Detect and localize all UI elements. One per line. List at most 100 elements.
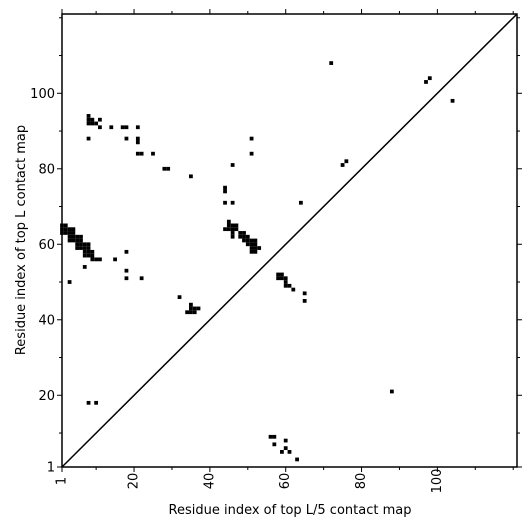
diagonal-line — [61, 13, 518, 468]
contact-point — [90, 257, 95, 262]
contact-point — [63, 231, 68, 235]
x-tick-label: 20 — [127, 473, 142, 490]
contact-point — [257, 246, 262, 250]
contact-point — [238, 231, 243, 235]
contact-point — [151, 151, 155, 156]
contact-point — [79, 238, 83, 243]
contact-point — [189, 174, 193, 179]
x-tick-label: 80 — [354, 473, 369, 490]
contact-point — [189, 310, 193, 315]
contact-point — [82, 265, 87, 269]
x-tick-label: 100 — [430, 469, 445, 494]
contact-point — [276, 276, 281, 281]
contact-point — [223, 185, 227, 190]
plot-frame — [61, 13, 518, 468]
contact-point — [283, 276, 288, 281]
contact-point — [253, 242, 258, 247]
contact-point — [189, 302, 193, 307]
contact-point — [280, 272, 284, 277]
contact-point — [86, 121, 91, 126]
y-tick-label: 60 — [38, 238, 55, 253]
contact-point — [86, 242, 91, 247]
contact-point — [298, 200, 303, 205]
contact-point — [79, 246, 83, 250]
contact-point — [249, 238, 254, 243]
contact-point — [109, 125, 114, 130]
contact-point — [82, 246, 87, 250]
y-tick-label: 40 — [38, 313, 55, 328]
contact-point — [185, 310, 190, 315]
contact-point — [234, 227, 239, 232]
contact-point — [71, 234, 76, 239]
contact-point — [94, 121, 99, 126]
contact-point — [86, 136, 91, 141]
contact-point — [427, 76, 432, 81]
contact-point — [230, 227, 235, 232]
contact-point — [192, 310, 197, 315]
contact-point — [94, 400, 99, 405]
contact-point — [344, 159, 349, 164]
contact-point — [226, 223, 231, 228]
contact-point — [249, 246, 254, 250]
contact-point — [71, 231, 76, 235]
contact-point — [283, 438, 288, 443]
contact-point — [245, 238, 250, 243]
contact-point — [75, 238, 80, 243]
contact-point — [86, 253, 91, 258]
contact-point — [450, 98, 455, 103]
contact-point — [230, 200, 235, 205]
contact-point — [242, 231, 246, 235]
contact-point — [98, 117, 102, 122]
contact-point — [71, 227, 76, 232]
contact-point — [223, 189, 227, 194]
contact-point — [329, 61, 334, 65]
contact-point — [98, 125, 102, 130]
contact-point — [389, 389, 394, 394]
contact-point — [71, 238, 76, 243]
contact-point — [135, 140, 140, 145]
contact-point — [192, 306, 197, 311]
contact-point — [287, 450, 292, 454]
contact-point — [230, 231, 235, 235]
contact-point — [196, 306, 201, 311]
contact-point — [139, 151, 144, 156]
contact-point — [280, 276, 284, 281]
contact-point — [253, 246, 258, 250]
contact-point — [223, 227, 227, 232]
contact-point — [249, 249, 254, 254]
contact-point — [234, 223, 239, 228]
x-tick-label: 40 — [202, 473, 217, 490]
contact-point — [272, 442, 277, 447]
contact-point — [86, 114, 91, 118]
contact-point — [230, 163, 235, 167]
contact-point — [120, 125, 125, 130]
contact-point — [86, 400, 91, 405]
contact-point — [135, 151, 140, 156]
contact-point — [135, 125, 140, 130]
contact-point — [67, 227, 72, 232]
contact-point — [242, 234, 246, 239]
contact-point — [90, 121, 95, 126]
contact-point — [245, 234, 250, 239]
contact-point — [98, 257, 102, 262]
contact-point — [63, 223, 68, 228]
contact-point — [249, 136, 254, 141]
contact-point — [63, 227, 68, 232]
y-tick-label: 80 — [38, 162, 55, 177]
contact-point — [245, 242, 250, 247]
contact-point — [75, 246, 80, 250]
contact-point — [253, 249, 258, 254]
contact-point — [283, 280, 288, 284]
contact-point — [79, 242, 83, 247]
contact-point — [67, 280, 72, 284]
contact-point — [79, 234, 83, 239]
contact-point — [302, 299, 307, 303]
contact-point — [340, 163, 345, 167]
contact-point — [242, 238, 246, 243]
contact-point — [139, 276, 144, 281]
contact-point — [67, 231, 72, 235]
y-tick-label: 20 — [38, 389, 55, 404]
contact-point — [283, 446, 288, 451]
contact-point — [124, 249, 129, 254]
